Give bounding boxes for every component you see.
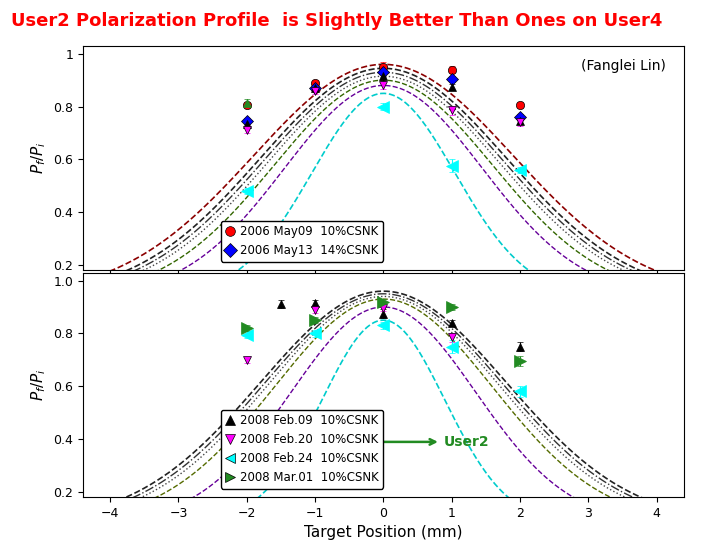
X-axis label: Target Position (mm): Target Position (mm) [304,525,463,540]
Y-axis label: $P_f/P_i$: $P_f/P_i$ [29,368,48,401]
Text: (Fanglei Lin): (Fanglei Lin) [581,59,666,73]
Legend: 2008 Feb.09  10%CSNK, 2008 Feb.20  10%CSNK, 2008 Feb.24  10%CSNK, 2008 Mar.01  1: 2008 Feb.09 10%CSNK, 2008 Feb.20 10%CSNK… [221,409,383,489]
Text: User2: User2 [383,435,489,449]
Y-axis label: $P_f/P_i$: $P_f/P_i$ [29,141,48,174]
Text: User2 Polarization Profile  is Slightly Better Than Ones on User4: User2 Polarization Profile is Slightly B… [11,12,662,30]
Legend: 2006 May09  10%CSNK, 2006 May13  14%CSNK: 2006 May09 10%CSNK, 2006 May13 14%CSNK [221,220,383,262]
